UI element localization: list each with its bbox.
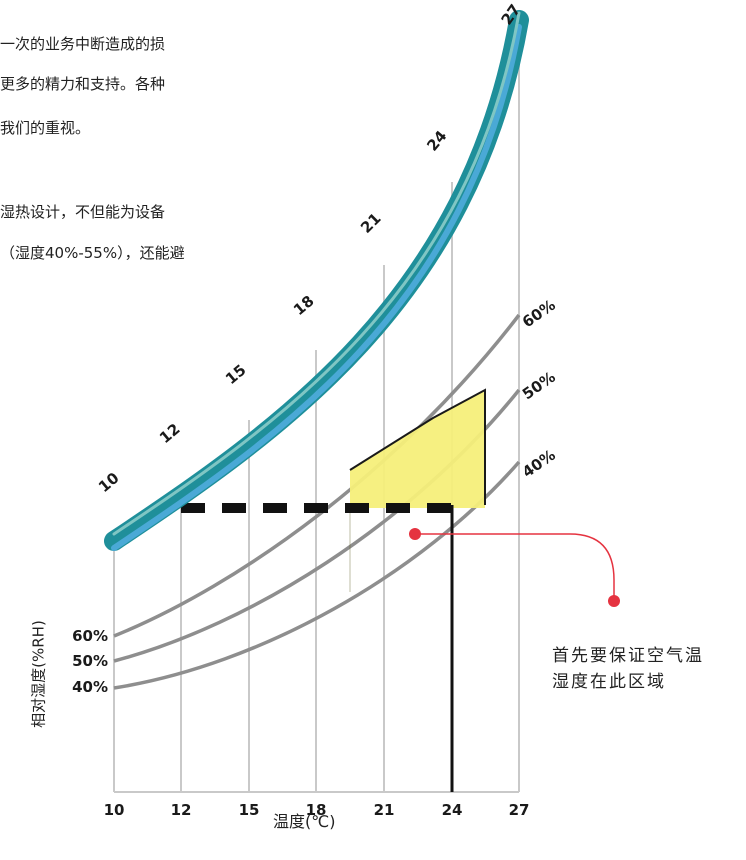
intro-line-1: 一次的业务中断造成的损 <box>0 35 166 53</box>
saturation-tick-18: 18 <box>290 292 318 319</box>
saturation-band-highlight <box>112 11 521 536</box>
x-tick-27: 27 <box>509 801 530 819</box>
saturation-tick-10: 10 <box>95 469 123 496</box>
x-tick-10: 10 <box>104 801 125 819</box>
saturation-tick-15: 15 <box>222 361 250 388</box>
x-tick-24: 24 <box>442 801 463 819</box>
saturation-curve <box>104 10 529 551</box>
x-tick-21: 21 <box>374 801 395 819</box>
saturation-tick-12: 12 <box>156 420 184 447</box>
callout-line <box>415 533 615 600</box>
rh-left-label-40: 40% <box>72 678 108 696</box>
annotation-line-1: 首先要保证空气温 <box>552 646 704 666</box>
rh-right-label-60: 60% <box>519 296 559 331</box>
intro-line-2: 更多的精力和支持。各种 <box>0 75 166 93</box>
saturation-band-inner <box>111 24 522 551</box>
rh-curve-60 <box>113 313 521 638</box>
rh-left-label-60: 60% <box>72 627 108 645</box>
annotation-line-2: 湿度在此区域 <box>552 672 666 692</box>
intro-line-4: 湿热设计，不但能为设备 <box>0 203 166 221</box>
target-zone-edge <box>349 388 486 505</box>
rh-right-label-40: 40% <box>519 446 559 481</box>
callout-dot-end <box>608 595 620 607</box>
rh-right-label-50: 50% <box>519 368 559 403</box>
rh-left-label-50: 50% <box>72 652 108 670</box>
intro-line-5: （湿度40%-55%），还能避 <box>0 244 185 262</box>
target-zone <box>350 390 485 592</box>
saturation-tick-21: 21 <box>357 209 384 236</box>
intro-line-3: 我们的重视。 <box>0 119 91 137</box>
x-tick-18: 18 <box>306 801 327 819</box>
y-axis-label: 相对湿度(%RH) <box>29 620 48 728</box>
callout-dot-start <box>409 528 421 540</box>
saturation-tick-24: 24 <box>423 127 450 155</box>
x-tick-12: 12 <box>171 801 192 819</box>
x-axis-label: 温度(℃) <box>273 812 336 831</box>
x-tick-15: 15 <box>239 801 260 819</box>
